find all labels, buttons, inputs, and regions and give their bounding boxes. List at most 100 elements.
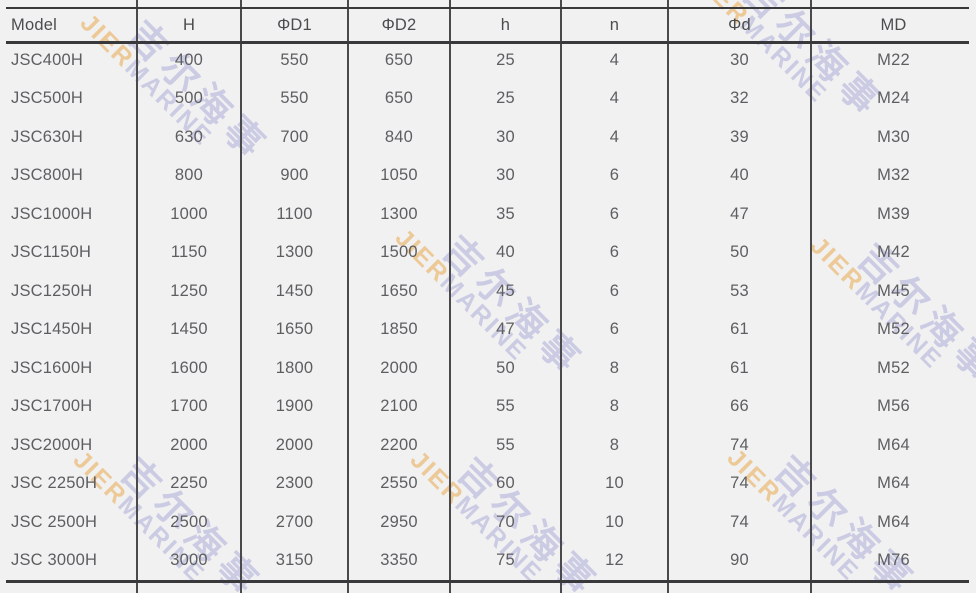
value-cell: 47 — [730, 204, 749, 223]
table-row: JSC 2500H 2500 2700 2950 70 10 74 M64 — [0, 503, 976, 542]
table-row: JSC1150H 1150 1300 1500 40 6 50 M42 — [0, 234, 976, 273]
value-cell: 8 — [609, 358, 620, 377]
value-cell: 6 — [609, 281, 620, 300]
value-cell: 2200 — [380, 435, 418, 454]
value-cell: 550 — [280, 89, 309, 108]
value-cell: 1050 — [380, 166, 418, 185]
model-cell: JSC500H — [11, 89, 84, 108]
table-row: JSC1250H 1250 1450 1650 45 6 53 M45 — [0, 272, 976, 311]
column-divider — [667, 0, 669, 593]
value-cell: 400 — [174, 50, 204, 69]
table-bottom-rule — [6, 580, 969, 583]
model-cell: JSC 2500H — [11, 512, 98, 531]
value-cell: M22 — [877, 50, 910, 69]
table-row: JSC2000H 2000 2000 2200 55 8 74 M64 — [0, 426, 976, 465]
value-cell: 1650 — [275, 320, 314, 339]
header-separator-rule — [6, 41, 969, 44]
value-cell: 3350 — [380, 551, 418, 570]
value-cell: 1000 — [170, 204, 208, 223]
table-row: JSC1450H 1450 1650 1850 47 6 61 M52 — [0, 311, 976, 350]
value-cell: 2550 — [380, 474, 418, 493]
value-cell: 550 — [280, 50, 309, 69]
table-row: JSC400H 400 550 650 25 4 30 M22 — [0, 41, 976, 80]
value-cell: 2500 — [170, 512, 208, 531]
value-cell: 1900 — [275, 397, 314, 416]
value-cell: 1600 — [170, 358, 208, 377]
model-cell: JSC2000H — [11, 435, 93, 454]
column-divider — [560, 0, 562, 593]
value-cell: 60 — [496, 474, 515, 493]
value-cell: 74 — [730, 512, 749, 531]
value-cell: 35 — [496, 204, 515, 223]
table-top-rule — [6, 7, 969, 9]
model-cell: JSC630H — [11, 127, 84, 146]
value-cell: 4 — [609, 50, 620, 69]
value-cell: M64 — [877, 512, 910, 531]
value-cell: 39 — [730, 127, 749, 146]
value-cell: 10 — [605, 474, 624, 493]
value-cell: 2250 — [170, 474, 208, 493]
value-cell: 40 — [730, 166, 749, 185]
column-header: Model — [11, 15, 57, 34]
value-cell: 75 — [496, 551, 515, 570]
value-cell: 55 — [496, 397, 515, 416]
value-cell: 840 — [384, 127, 414, 146]
column-divider — [240, 0, 242, 593]
value-cell: 8 — [609, 397, 620, 416]
table-row: JSC630H 630 700 840 30 4 39 M30 — [0, 118, 976, 157]
value-cell: 74 — [730, 474, 749, 493]
value-cell: 1250 — [170, 281, 208, 300]
value-cell: M32 — [877, 166, 910, 185]
value-cell: 2300 — [275, 474, 314, 493]
table-row: JSC1700H 1700 1900 2100 55 8 66 M56 — [0, 388, 976, 427]
value-cell: 2700 — [275, 512, 314, 531]
model-cell: JSC1450H — [11, 320, 93, 339]
value-cell: M64 — [877, 474, 910, 493]
value-cell: 32 — [730, 89, 749, 108]
value-cell: 70 — [496, 512, 515, 531]
value-cell: 650 — [384, 50, 414, 69]
value-cell: M52 — [877, 358, 910, 377]
value-cell: 47 — [496, 320, 515, 339]
value-cell: 50 — [496, 358, 515, 377]
value-cell: 2000 — [275, 435, 314, 454]
column-header: ΦD2 — [381, 15, 417, 34]
column-header: ΦD1 — [277, 15, 312, 34]
value-cell: 650 — [384, 89, 414, 108]
value-cell: 12 — [605, 551, 624, 570]
value-cell: 90 — [730, 551, 749, 570]
value-cell: 2100 — [380, 397, 418, 416]
value-cell: M56 — [877, 397, 910, 416]
value-cell: 1300 — [275, 243, 314, 262]
value-cell: M64 — [877, 435, 910, 454]
header-row: Model H ΦD1 ΦD2 h n Φd MD — [0, 9, 976, 41]
column-header: H — [182, 15, 196, 34]
value-cell: 8 — [609, 435, 620, 454]
value-cell: 700 — [280, 127, 309, 146]
table-row: JSC1000H 1000 1100 1300 35 6 47 M39 — [0, 195, 976, 234]
value-cell: 1150 — [170, 243, 208, 262]
value-cell: 2000 — [170, 435, 208, 454]
value-cell: 630 — [174, 127, 204, 146]
table-row: JSC800H 800 900 1050 30 6 40 M32 — [0, 157, 976, 196]
value-cell: M30 — [877, 127, 910, 146]
value-cell: 1850 — [380, 320, 418, 339]
model-cell: JSC1000H — [11, 204, 93, 223]
column-divider — [136, 0, 138, 593]
value-cell: 45 — [496, 281, 515, 300]
value-cell: M24 — [877, 89, 910, 108]
column-header: h — [500, 15, 511, 34]
value-cell: 40 — [496, 243, 515, 262]
value-cell: 1300 — [380, 204, 418, 223]
value-cell: 10 — [605, 512, 624, 531]
column-header: MD — [880, 15, 907, 34]
value-cell: 1100 — [276, 204, 313, 223]
column-header: Φd — [728, 15, 751, 34]
value-cell: 1800 — [275, 358, 314, 377]
value-cell: 900 — [280, 166, 309, 185]
value-cell: 74 — [730, 435, 749, 454]
value-cell: 2950 — [380, 512, 418, 531]
table-row: JSC 2250H 2250 2300 2550 60 10 74 M64 — [0, 465, 976, 504]
model-cell: JSC1700H — [11, 397, 93, 416]
